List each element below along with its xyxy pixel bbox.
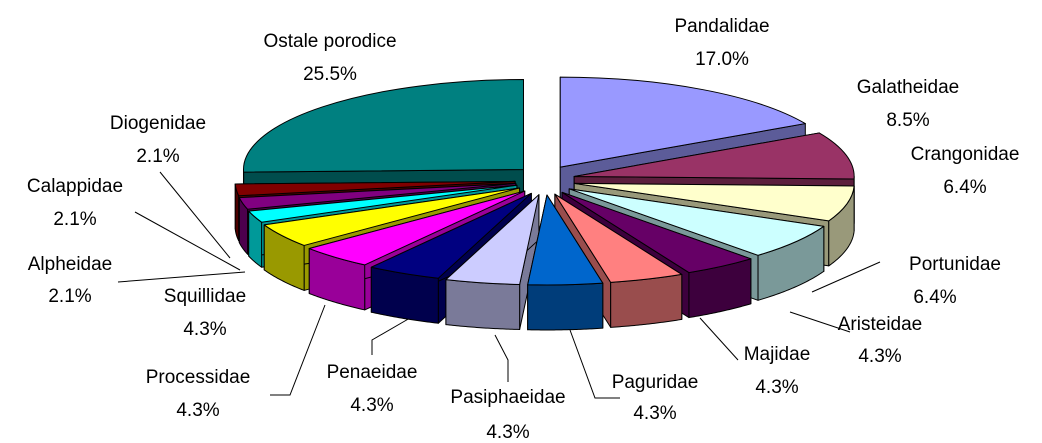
slice-top (370, 192, 532, 279)
leader-lines (117, 171, 881, 399)
slice-label: Galatheidae (857, 77, 959, 98)
leader-line (270, 304, 326, 396)
leader-line (371, 317, 411, 355)
slice-label: Majidae (744, 344, 811, 365)
slice-top (308, 190, 526, 266)
leader-line (117, 271, 246, 283)
slice-top (248, 184, 518, 223)
slice-label: Aristeidae (838, 314, 923, 335)
leader-line (789, 311, 851, 333)
leader-line (569, 329, 620, 399)
slice-value-label: 4.3% (183, 319, 226, 340)
slice-label: Squillidae (164, 286, 246, 307)
slice-top (238, 182, 517, 210)
slice-top (445, 194, 540, 285)
slice-label: Portunidae (909, 254, 1001, 275)
slice-value-label: 8.5% (886, 110, 929, 131)
slice-value-label: 4.3% (755, 377, 798, 398)
slice-value-label: 2.1% (53, 209, 96, 230)
slice-value-label: 6.4% (913, 287, 956, 308)
slice-label: Penaeidae (327, 362, 418, 383)
slice-top (561, 191, 752, 274)
slice-label: Paguridae (612, 372, 699, 393)
slice-value-label: 4.3% (633, 403, 676, 424)
slice-top (234, 180, 516, 197)
slice-label: Pasiphaeidae (450, 387, 565, 408)
leader-line (494, 334, 509, 382)
slice-side (445, 279, 521, 330)
slice-side (527, 282, 604, 331)
leader-line (159, 171, 231, 259)
slice-label: Calappidae (27, 176, 123, 197)
slice-top (527, 194, 604, 286)
slice-label: Processidae (146, 367, 251, 388)
slice-top (559, 76, 806, 168)
slice-side (610, 273, 683, 328)
slice-value-label: 2.1% (136, 146, 179, 167)
pie (234, 76, 855, 331)
slice-label: Alpheidae (28, 254, 113, 275)
slice-label: Diogenidae (110, 113, 206, 134)
slice-value-label: 4.3% (486, 422, 529, 443)
slice (527, 194, 604, 331)
slice-value-label: 4.3% (858, 346, 901, 367)
leader-line (811, 261, 881, 293)
slice-value-label: 17.0% (695, 49, 749, 70)
slice (445, 194, 540, 330)
slice-value-label: 25.5% (303, 64, 357, 85)
slice-top (573, 132, 855, 180)
slice-label: Pandalidae (674, 16, 769, 37)
slice-value-label: 6.4% (943, 177, 986, 198)
slice-value-label: 2.1% (48, 286, 91, 307)
slice-value-label: 4.3% (176, 400, 219, 421)
slice-label: Ostale porodice (263, 31, 396, 52)
slice-top (568, 188, 825, 256)
leader-line (699, 317, 739, 361)
slice-value-label: 4.3% (350, 395, 393, 416)
slice-top (263, 187, 521, 246)
slice-label: Crangonidae (911, 144, 1020, 165)
slice-top (243, 79, 524, 173)
slice-top (573, 182, 855, 222)
leader-line (134, 211, 241, 271)
slice-top (554, 193, 683, 283)
